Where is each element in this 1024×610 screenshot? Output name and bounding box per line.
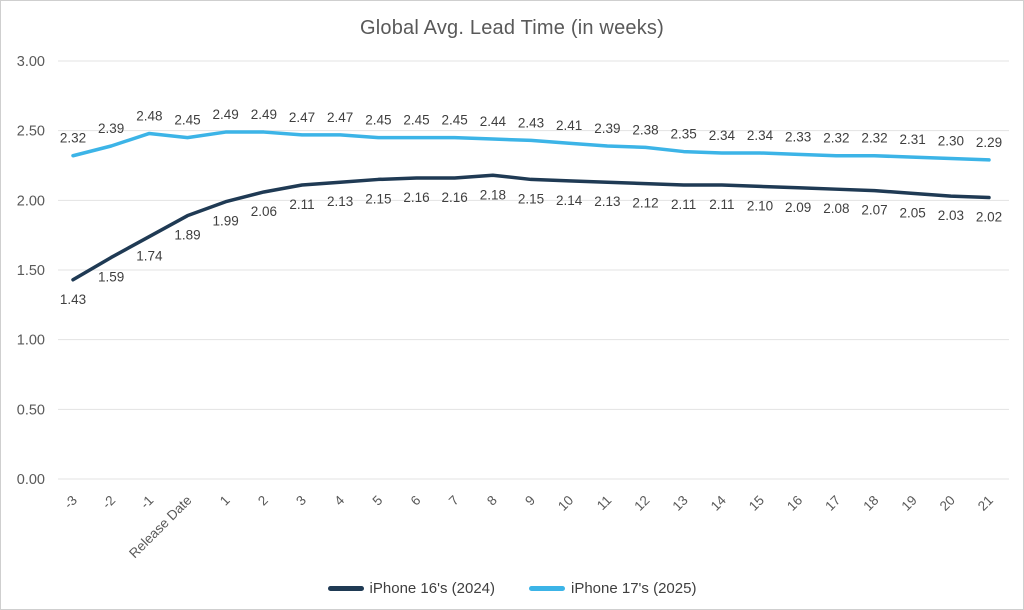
data-label: 2.48 [136,108,162,123]
data-label: 2.03 [938,208,964,223]
legend-label: iPhone 17's (2025) [571,580,697,597]
data-label: 2.08 [823,201,849,216]
data-label: 2.13 [327,194,353,209]
x-tick-label: 6 [408,493,424,509]
data-label: 1.59 [98,269,124,284]
data-label: 2.38 [632,122,658,137]
y-tick-label: 2.00 [17,193,45,209]
data-label: 2.15 [518,191,544,206]
data-label: 1.89 [174,228,200,243]
x-tick-label: 8 [484,493,500,509]
series-line-iphone-16-s-2024- [71,173,991,282]
data-label: 2.39 [98,121,124,136]
data-label: 2.13 [594,194,620,209]
data-label: 2.14 [556,193,583,208]
data-label: 2.34 [747,128,774,143]
data-label: 2.32 [60,131,86,146]
x-tick-label: 1 [217,493,233,509]
data-label: 1.43 [60,292,86,307]
x-tick-label: -1 [137,493,156,512]
x-tick-label: 10 [555,493,576,514]
legend-item-iphone-17-s-2025-: iPhone 17's (2025) [529,580,696,597]
y-tick-label: 0.50 [17,402,45,418]
x-tick-label: -2 [99,493,118,512]
data-label: 2.41 [556,118,582,133]
x-tick-label: 16 [784,493,805,514]
series-line-iphone-17-s-2025- [71,130,991,162]
data-label: 2.15 [365,191,391,206]
x-tick-label: 15 [746,493,767,514]
data-label: 2.29 [976,135,1002,150]
x-tick-label: 7 [446,493,462,509]
legend-swatch [327,586,364,591]
x-tick-label: 12 [631,493,652,514]
data-label: 2.45 [174,113,200,128]
x-tick-label: 2 [255,493,271,509]
data-label: 2.45 [365,113,391,128]
data-label: 2.43 [518,115,544,130]
legend-item-iphone-16-s-2024-: iPhone 16's (2024) [327,580,495,597]
data-label: 2.10 [747,198,773,213]
x-tick-label: 19 [899,493,920,514]
data-label: 2.47 [327,110,353,125]
x-tick-label: 5 [370,493,386,509]
data-label: 2.05 [900,205,926,220]
x-tick-label: 14 [708,492,730,514]
data-label: 2.39 [594,121,620,136]
data-label: 2.16 [442,190,468,205]
data-label: 2.33 [785,129,811,144]
x-tick-label: 13 [670,493,691,514]
data-label: 2.49 [251,107,277,122]
x-tick-label: 17 [822,493,843,514]
y-tick-label: 3.00 [17,54,45,70]
data-label: 2.02 [976,210,1002,225]
data-label: 2.11 [709,197,734,212]
data-label: 2.30 [938,134,964,149]
y-tick-label: 1.00 [17,333,45,349]
data-label: 2.49 [213,107,239,122]
data-label: 2.47 [289,110,315,125]
data-label: 2.12 [632,196,658,211]
chart-title: Global Avg. Lead Time (in weeks) [360,17,664,39]
x-tick-label: 3 [293,493,309,509]
data-label: 1.99 [213,214,239,229]
legend-swatch [529,586,565,591]
data-label: 2.16 [403,190,429,205]
x-tick-label: 4 [331,492,347,508]
x-tick-label: 21 [975,493,996,514]
data-label: 2.45 [442,113,468,128]
y-tick-label: 0.00 [17,472,45,488]
data-label: 2.34 [709,128,736,143]
data-label: 2.11 [289,197,314,212]
data-label: 2.06 [251,204,277,219]
chart-legend: iPhone 16's (2024) iPhone 17's (2025) [1,580,1023,597]
x-tick-label: 9 [522,493,538,509]
x-tick-label: 11 [594,493,615,514]
data-label: 2.32 [861,131,887,146]
data-label: 2.09 [785,200,811,215]
y-tick-label: 1.50 [17,263,45,279]
x-tick-label: 20 [937,493,958,514]
legend-label: iPhone 16's (2024) [369,580,495,597]
data-label: 2.44 [480,114,507,129]
data-label: 2.11 [671,197,696,212]
data-label: 2.18 [480,187,506,202]
data-label: 1.74 [136,249,163,264]
x-tick-label: 18 [860,493,881,514]
data-label: 2.35 [671,127,697,142]
data-label: 2.32 [823,131,849,146]
data-label: 2.31 [900,132,926,147]
data-label: 2.45 [403,113,429,128]
x-tick-label: -3 [61,493,80,512]
data-label: 2.07 [861,203,887,218]
y-tick-label: 2.50 [17,124,45,140]
x-tick-label: Release Date [126,493,194,561]
